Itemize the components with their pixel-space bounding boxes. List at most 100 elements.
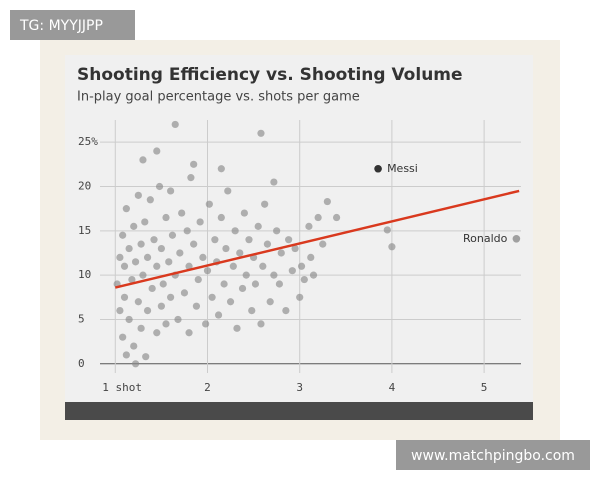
point — [130, 342, 138, 350]
point — [142, 353, 150, 361]
point — [190, 160, 198, 168]
point — [270, 178, 278, 186]
point — [211, 236, 219, 244]
point — [277, 249, 285, 257]
point — [120, 262, 129, 270]
point — [273, 227, 281, 235]
point — [119, 231, 127, 239]
point — [205, 200, 213, 208]
point — [296, 293, 304, 301]
point — [383, 226, 391, 234]
point — [137, 240, 145, 248]
x-tick-label: 4 — [389, 381, 396, 394]
point — [266, 298, 274, 306]
y-tick-label: 15 — [78, 224, 91, 237]
point — [185, 262, 193, 270]
point — [309, 271, 318, 279]
point — [153, 147, 161, 155]
point — [240, 209, 248, 217]
y-tick-label: 25% — [78, 135, 98, 148]
point — [220, 280, 228, 288]
point — [183, 227, 191, 235]
point — [178, 209, 186, 217]
point — [148, 284, 156, 293]
point — [291, 244, 299, 253]
point — [116, 253, 124, 262]
annotated-point — [374, 164, 382, 173]
point — [139, 271, 147, 279]
point — [214, 311, 223, 319]
point — [251, 280, 260, 288]
point — [131, 258, 140, 266]
point — [270, 271, 278, 279]
point — [300, 275, 308, 284]
y-tick-label: 20 — [78, 179, 91, 192]
point — [134, 191, 142, 199]
y-tick-label: 10 — [78, 268, 91, 281]
annotated-point — [512, 234, 521, 243]
point — [119, 333, 127, 341]
point — [143, 253, 152, 262]
point — [203, 267, 212, 275]
annotation-label: Ronaldo — [463, 232, 508, 245]
point — [171, 120, 179, 129]
point — [162, 213, 170, 222]
point — [229, 262, 237, 270]
x-tick-label: 3 — [296, 381, 303, 394]
point — [202, 320, 210, 328]
point — [261, 200, 269, 208]
point — [238, 284, 247, 293]
point — [259, 262, 267, 270]
point — [194, 275, 202, 284]
point — [159, 280, 167, 288]
point — [168, 231, 177, 239]
point — [196, 218, 204, 226]
point — [150, 236, 158, 244]
y-tick-label: 5 — [78, 312, 85, 325]
point — [134, 298, 142, 306]
point — [257, 129, 265, 137]
annotation-label: Messi — [387, 162, 418, 175]
point — [242, 271, 250, 279]
y-tick-label: 0 — [78, 357, 85, 370]
point — [130, 222, 138, 230]
point — [190, 240, 198, 248]
point — [165, 258, 173, 266]
point — [125, 244, 133, 253]
footer-bar — [65, 402, 533, 420]
point — [332, 213, 341, 222]
point — [263, 240, 272, 248]
point — [157, 244, 165, 253]
point — [323, 197, 331, 206]
point — [275, 280, 284, 288]
point — [162, 320, 170, 328]
point — [319, 240, 327, 248]
point — [282, 307, 290, 315]
point — [141, 218, 149, 226]
point — [167, 293, 175, 301]
point — [122, 351, 130, 359]
point — [388, 243, 396, 251]
point — [139, 156, 147, 164]
point — [199, 253, 207, 262]
point — [226, 298, 235, 306]
point — [217, 165, 225, 173]
point — [153, 262, 161, 270]
point — [222, 244, 230, 253]
point — [131, 360, 140, 368]
chart-subtitle: In-play goal percentage vs. shots per ga… — [77, 90, 360, 105]
point — [176, 249, 184, 257]
x-tick-label: 5 — [481, 381, 488, 394]
point — [248, 307, 256, 315]
point — [137, 324, 145, 332]
point — [128, 275, 136, 284]
point — [157, 302, 165, 310]
point — [285, 236, 293, 244]
point — [153, 329, 161, 337]
point — [120, 293, 129, 301]
point — [297, 262, 306, 270]
point — [155, 182, 164, 191]
point — [288, 267, 296, 275]
watermark: www.matchpingbo.com — [411, 448, 575, 464]
